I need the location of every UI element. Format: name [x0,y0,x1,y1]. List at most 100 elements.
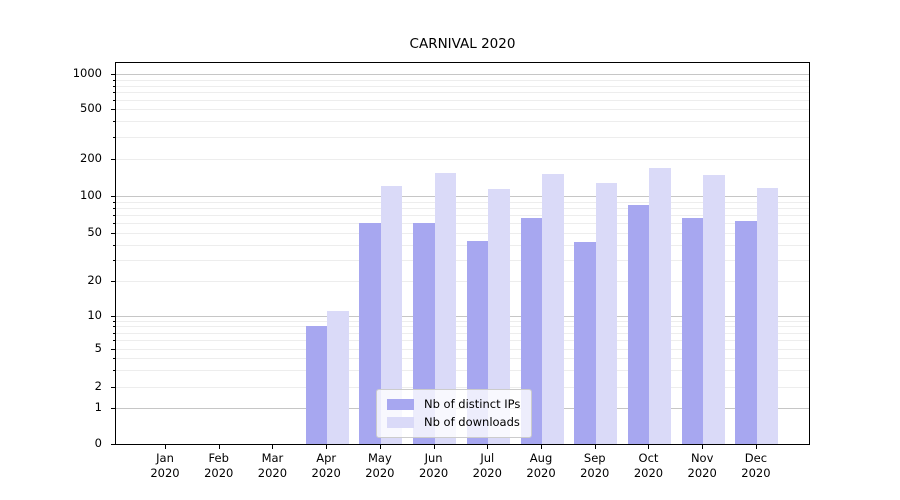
gridline-major [116,316,809,317]
gridline-minor [116,223,809,224]
x-tick-label: Jan 2020 [150,451,180,480]
y-tick-label: 200 [80,151,102,165]
bar-distinct-ips-may [359,222,381,444]
y-tick-label: 1 [94,399,102,414]
y-tick [111,281,115,282]
y-tick-label: 20 [87,273,102,287]
gridline-minor [116,233,809,234]
y-tick-label: 0 [94,436,102,450]
y-minor-tick [112,326,115,328]
y-tick-label: 100 [80,188,102,202]
y-minor-tick [112,85,115,87]
legend-entry-downloads: Nb of downloads [387,415,520,429]
x-tick [165,445,166,449]
x-tick-label: Feb 2020 [204,451,234,480]
bar-distinct-ips-jun [413,222,435,444]
y-minor-tick [112,92,115,94]
gridline-minor [116,387,809,388]
x-tick [272,445,274,449]
y-minor-tick [112,215,115,217]
x-tick-label: Jun 2020 [418,451,449,480]
y-minor-tick [112,332,115,334]
gridline-minor [116,260,809,261]
y-tick [111,159,115,160]
y-minor-tick [112,259,115,261]
y-minor-tick [112,121,115,123]
bar-downloads-jun [434,173,457,444]
x-tick [379,445,381,449]
x-tick [326,445,328,449]
x-tick-label: Sep 2020 [580,451,610,480]
x-tick [702,445,704,449]
x-tick-label: Jul 2020 [472,451,502,480]
legend-swatch-distinct-ips-icon [387,398,414,410]
bar-downloads-sep [595,182,618,444]
y-tick [111,315,115,317]
x-tick-label: May 2020 [365,451,395,480]
y-minor-tick [112,201,115,203]
y-minor-tick [112,358,115,360]
legend-entry-distinct-ips: Nb of distinct IPs [387,397,520,411]
gridline-minor [116,202,809,203]
x-tick [487,445,489,449]
gridline-major [116,74,809,75]
y-minor-tick [112,223,115,225]
gridline-minor [116,92,809,93]
legend-label-distinct-ips: Nb of distinct IPs [424,397,521,411]
bar-downloads-nov [703,175,725,444]
y-minor-tick [112,208,115,209]
gridline-minor [116,349,809,350]
gridline-minor [116,80,809,81]
x-tick-label: Oct 2020 [633,451,664,480]
gridline-minor [116,245,809,246]
x-tick-label: Apr 2020 [311,451,341,480]
x-tick-label: Dec 2020 [741,451,771,480]
y-tick-label: 10 [87,307,102,322]
bar-distinct-ips-sep [574,242,596,444]
bar-downloads-may [380,186,403,444]
gridline-minor [116,109,809,110]
gridline-minor [116,215,809,216]
y-tick-label: 2 [94,378,102,393]
y-minor-tick [112,320,115,322]
bar-distinct-ips-nov [681,218,704,444]
x-tick-label: Mar 2020 [257,451,288,480]
x-tick [594,445,596,449]
gridline-minor [116,137,809,138]
y-minor-tick [112,137,115,138]
y-tick [111,444,115,445]
gridline-minor [116,333,809,334]
gridline-major [116,196,809,197]
x-tick [218,445,220,449]
legend: Nb of distinct IPs Nb of downloads [376,389,533,438]
x-tick [648,445,650,449]
x-tick-label: Nov 2020 [687,451,717,480]
y-tick [111,74,115,76]
y-tick-label: 500 [80,101,102,116]
y-tick-label: 50 [87,225,102,240]
gridline-minor [116,321,809,322]
y-minor-tick [112,340,115,342]
y-tick-label: 5 [94,341,102,355]
gridline-minor [116,358,809,359]
gridline-minor [116,281,809,282]
gridline-minor [116,326,809,327]
bar-downloads-jul [488,188,510,444]
y-tick [111,109,115,111]
y-minor-tick [112,100,115,102]
bar-distinct-ips-apr [305,326,328,444]
bar-distinct-ips-aug [520,218,543,444]
y-tick [111,407,115,409]
gridline-minor [116,370,809,371]
legend-swatch-downloads-icon [387,416,414,428]
bar-downloads-apr [327,310,349,444]
y-tick [111,196,115,197]
y-tick [111,386,115,388]
x-tick [433,445,435,449]
bar-downloads-dec [756,188,779,444]
x-tick [541,445,543,449]
y-minor-tick [112,244,115,246]
gridline-minor [116,100,809,101]
x-tick-label: Aug 2020 [526,451,556,480]
plot-area: Nb of distinct IPs Nb of downloads [115,62,810,445]
